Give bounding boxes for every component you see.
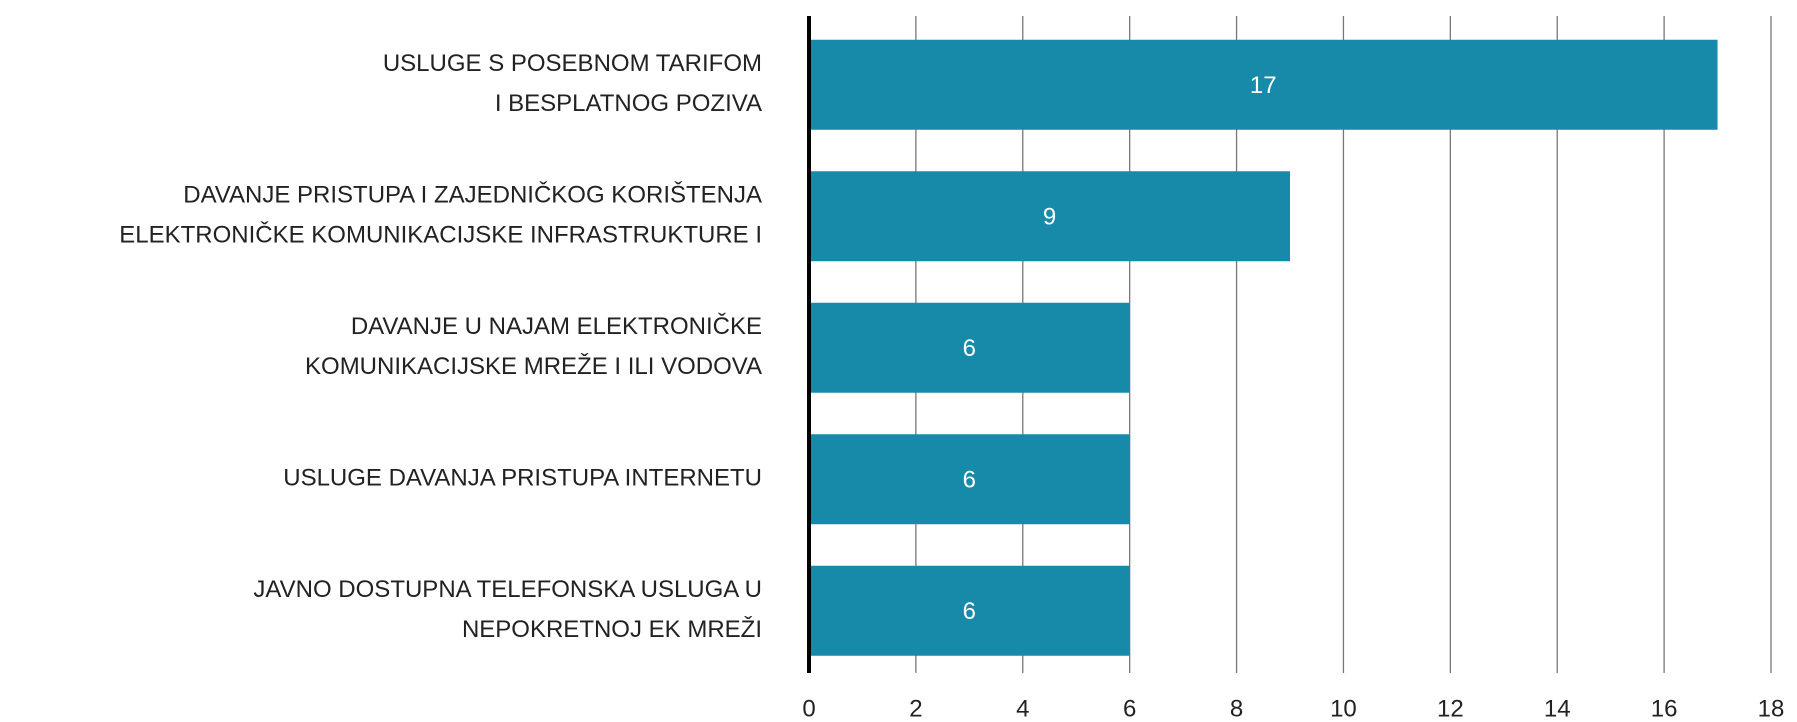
x-tick-label: 6 (1123, 695, 1136, 722)
bar (809, 39, 1718, 130)
x-tick-label: 14 (1544, 695, 1571, 722)
x-tick-label: 16 (1651, 695, 1678, 722)
y-tick-label: KOMUNIKACIJSKE MREŽE I ILI VODOVA (305, 353, 762, 380)
y-tick-label: USLUGE DAVANJA PRISTUPA INTERNETU (283, 465, 762, 492)
value-label: 6 (963, 335, 976, 362)
bar (809, 565, 1130, 656)
value-label: 6 (963, 467, 976, 494)
y-tick-label: NEPOKRETNOJ EK MREŽI (462, 616, 762, 643)
y-tick-label: ELEKTRONIČKE KOMUNIKACIJSKE INFRASTRUKTU… (119, 221, 762, 249)
bar (809, 434, 1130, 525)
value-label: 6 (963, 598, 976, 625)
x-tick-label: 18 (1758, 695, 1785, 722)
bar (809, 171, 1290, 262)
y-tick-label: DAVANJE U NAJAM ELEKTRONIČKE (351, 312, 762, 340)
x-tick-label: 8 (1230, 695, 1243, 722)
y-tick-label: DAVANJE PRISTUPA I ZAJEDNIČKOG KORIŠTENJ… (183, 181, 762, 209)
x-tick-label: 4 (1016, 695, 1029, 722)
x-tick-label: 0 (802, 695, 815, 722)
x-tick-label: 12 (1437, 695, 1464, 722)
x-tick-label: 2 (909, 695, 922, 722)
y-tick-label: USLUGE S POSEBNOM TARIFOM (383, 50, 762, 77)
value-label: 9 (1043, 204, 1056, 231)
y-tick-label: JAVNO DOSTUPNA TELEFONSKA USLUGA U (253, 576, 762, 603)
x-tick-label: 10 (1330, 695, 1357, 722)
y-tick-label: I BESPLATNOG POZIVA (495, 90, 762, 117)
value-label: 17 (1250, 72, 1277, 99)
bar (809, 302, 1130, 393)
